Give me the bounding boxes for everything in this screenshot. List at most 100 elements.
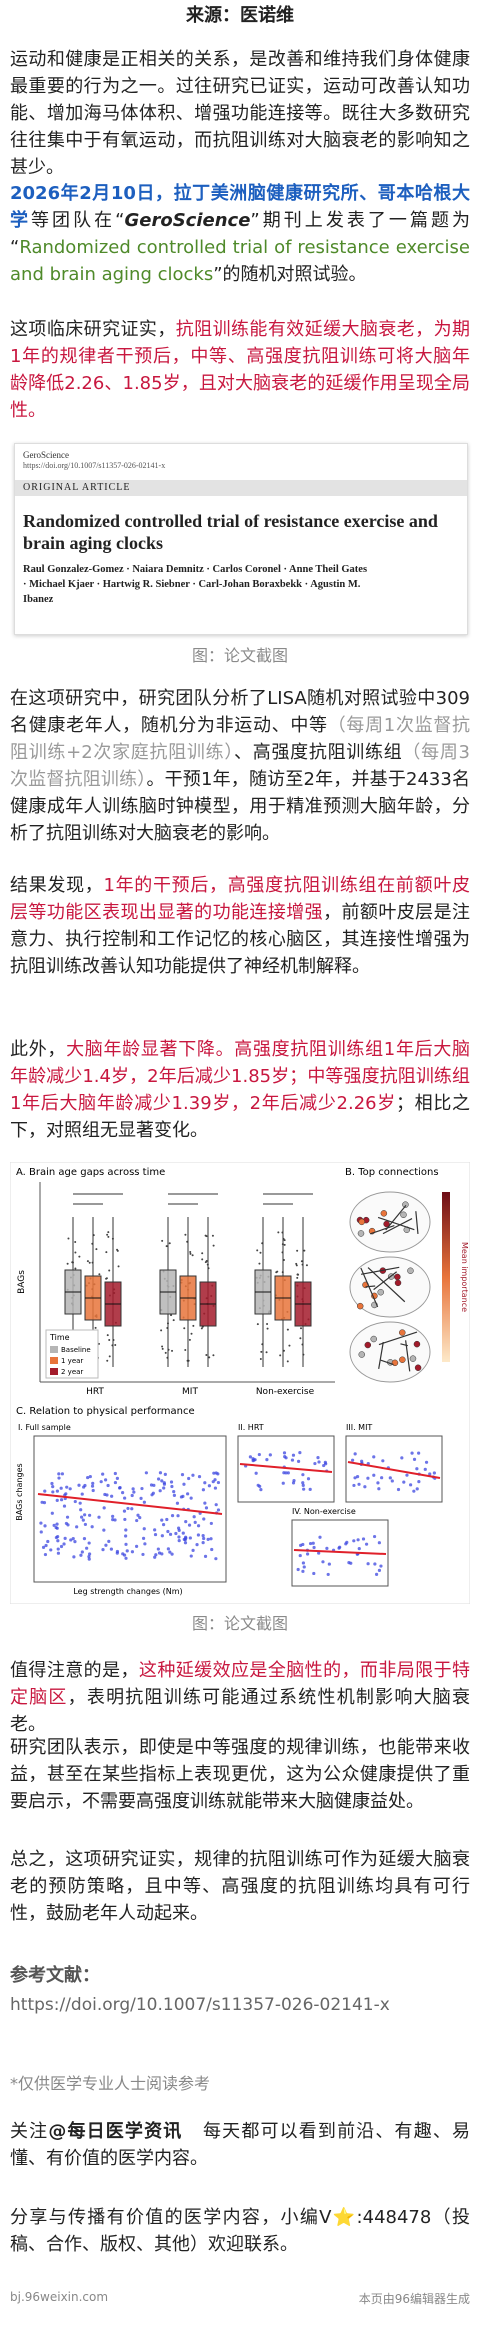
text: ”的随机对照试验。 — [213, 264, 367, 285]
scatter-dot — [302, 1565, 306, 1569]
scatter-dot — [135, 1518, 139, 1523]
scatter-dot — [349, 1561, 353, 1565]
reference-title: 参考文献： — [10, 1965, 100, 1986]
scatter-dot — [87, 1541, 91, 1545]
scatter-dot — [57, 1476, 61, 1480]
footer-link[interactable]: bj.96weixin.com — [10, 2290, 109, 2304]
jitter-dot — [204, 1261, 207, 1264]
edge — [378, 1331, 418, 1346]
scatter-dot — [40, 1500, 44, 1504]
scatter-dot — [156, 1547, 160, 1551]
scatter-dot — [154, 1553, 158, 1557]
text: ”期刊上发表了一篇题为“ — [10, 210, 471, 258]
jitter-dot — [286, 1328, 289, 1331]
scatter-dot — [79, 1553, 83, 1557]
jitter-dot — [190, 1332, 193, 1335]
paragraph: 研究团队表示，即使是中等强度的规律训练，也能带来收益，甚至在某些指标上表现更优，… — [10, 1737, 470, 1812]
scatter-dot — [355, 1475, 360, 1479]
scatter-dot — [317, 1460, 321, 1464]
jitter-dot — [161, 1345, 164, 1348]
paragraph: 这项临床研究证实，抗阻训练能有效延缓大脑衰老，为期1年的规律者干预后，中等、高强… — [10, 316, 470, 424]
edge — [360, 1267, 379, 1308]
edge — [385, 1204, 407, 1231]
panel-title: C. Relation to physical performance — [16, 1406, 195, 1417]
scatter-dot — [326, 1572, 330, 1577]
scatter-dot — [80, 1550, 84, 1554]
scatter-dot — [85, 1546, 89, 1550]
footer-note: 本页由96编辑器生成 — [358, 2292, 470, 2306]
text: ；相比之下，对照组无显著变化。 — [10, 1093, 471, 1141]
scatter-dot — [110, 1494, 114, 1498]
scatter-dot — [168, 1550, 172, 1554]
scatter-dot — [415, 1467, 419, 1471]
scatter-dot — [417, 1480, 421, 1484]
scatter-dot — [170, 1513, 175, 1518]
edge — [370, 1225, 395, 1235]
scatter-dot — [388, 1476, 392, 1480]
scatter-dot — [170, 1484, 174, 1489]
scatter-dot — [209, 1521, 213, 1526]
edge — [360, 1266, 400, 1275]
scatter-dot — [187, 1476, 191, 1481]
scatter-dot — [65, 1515, 70, 1519]
scatter-dot — [124, 1556, 128, 1560]
jitter-dot — [205, 1235, 208, 1238]
scatter-dot — [55, 1489, 59, 1493]
scatter-dot — [308, 1541, 313, 1546]
scatter-dot — [57, 1472, 61, 1476]
scatter-dot — [301, 1483, 305, 1487]
jitter-dot — [201, 1252, 204, 1255]
scatter-dot — [187, 1523, 192, 1527]
scatter-dot — [211, 1480, 215, 1484]
scatter-dot — [97, 1515, 101, 1519]
jitter-dot — [160, 1329, 163, 1332]
scatter-dot — [50, 1481, 54, 1486]
scatter-dot — [78, 1501, 82, 1505]
jitter-dot — [265, 1351, 268, 1354]
scatter-dot — [153, 1555, 157, 1559]
scatter-dot — [143, 1542, 147, 1546]
scatter-dot — [189, 1554, 193, 1558]
scatter-dot — [59, 1544, 64, 1549]
scatter-dot — [101, 1548, 105, 1552]
jitter-dot — [295, 1264, 298, 1267]
scatter-dot — [158, 1471, 163, 1475]
jitter-dot — [88, 1261, 91, 1264]
trend-line — [293, 1549, 387, 1555]
source: 来源：医诺维 — [186, 5, 294, 26]
group-label: Non-exercise — [256, 1387, 315, 1397]
node — [364, 1341, 372, 1349]
scatter-dot — [115, 1551, 119, 1555]
scatter-dot — [87, 1555, 91, 1559]
jitter-dot — [161, 1347, 164, 1350]
jitter-dot — [78, 1255, 81, 1258]
node — [357, 1230, 365, 1237]
jitter-dot — [279, 1354, 282, 1357]
plot-frame — [237, 1435, 335, 1503]
scatter-dot — [327, 1562, 331, 1566]
scatter-dot — [101, 1472, 105, 1476]
scatter-dot — [286, 1471, 290, 1475]
jitter-dot — [86, 1260, 89, 1263]
jitter-dot — [108, 1338, 111, 1341]
scatter-dot — [184, 1535, 188, 1539]
scatter-dot — [298, 1451, 302, 1455]
highlight: 大脑年龄显著下降。高强度抗阻训练组1年后大脑年龄减少1.4岁，2年后减少1.85… — [10, 1039, 471, 1114]
caption: 图：论文截图 — [191, 1614, 288, 1633]
scatter-dot — [55, 1498, 59, 1502]
scatter-dot — [104, 1543, 108, 1547]
scatter-dot — [410, 1451, 414, 1455]
scatter-dot — [83, 1513, 87, 1517]
institutions: 拉丁美洲脑健康研究所、哥本哈根大学 — [10, 183, 470, 231]
scatter-dot — [351, 1458, 355, 1462]
scatter-dot — [122, 1509, 127, 1513]
scatter-dot — [90, 1525, 94, 1529]
jitter-dot — [201, 1258, 204, 1261]
scatter-dot — [87, 1557, 91, 1561]
scatter-dot — [214, 1557, 218, 1561]
text: 等团队在“ — [31, 210, 125, 231]
scatter-dot — [258, 1484, 262, 1488]
note: （每周1次监督抗阻训练+2次家庭抗阻训练） — [10, 715, 471, 763]
scatter-dot — [181, 1531, 185, 1535]
